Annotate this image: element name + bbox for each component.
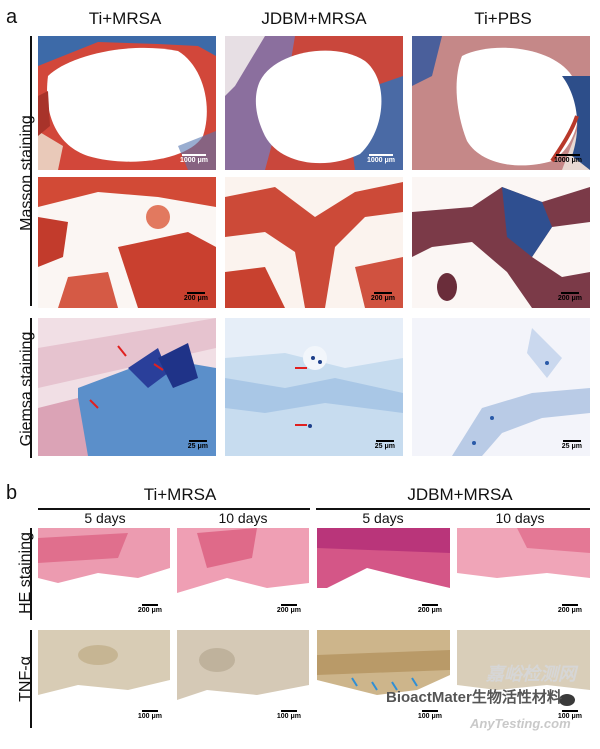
masson-row-label: Masson staining <box>18 115 35 231</box>
tnf-row-bar <box>30 630 32 728</box>
timepoint-label: 5 days <box>84 510 126 526</box>
giemsa-ti-mrsa-image: 25 μm <box>38 318 216 456</box>
giemsa-row-bar <box>30 318 32 458</box>
scale-bar: 25 μm <box>562 440 582 450</box>
watermark-account: BioactMater生物活性材料 <box>386 689 562 706</box>
scale-bar: 200 μm <box>277 604 301 614</box>
giemsa-jdbm-mrsa-image: 25 μm <box>225 318 403 456</box>
watermark-site-cn: 嘉峪检测网 <box>486 664 576 684</box>
column-title-ti-mrsa: Ti+MRSA <box>88 9 162 28</box>
scale-bar: 200 μm <box>558 292 582 302</box>
he-row-bar <box>30 528 32 620</box>
tnf-ti-mrsa-10d-image: 100 μm <box>177 630 309 726</box>
he-ti-mrsa-5d-image: 200 μm <box>38 528 170 620</box>
masson-low-ti-mrsa-image: 1000 μm <box>38 36 216 170</box>
scale-bar: 100 μm <box>418 710 442 720</box>
he-jdbm-mrsa-10d-image: 200 μm <box>457 528 590 620</box>
giemsa-row-label: Giemsa staining <box>18 331 35 447</box>
watermark-site-en: AnyTesting.com <box>470 716 571 731</box>
panel-b-letter: b <box>6 482 18 504</box>
he-jdbm-mrsa-5d-image: 200 μm <box>317 528 450 620</box>
scale-bar: 200 μm <box>138 604 162 614</box>
scale-bar: 200 μm <box>371 292 395 302</box>
masson-row-bar <box>30 36 32 306</box>
watermark: BioactMater生物活性材料 <box>386 686 596 707</box>
timepoint-label: 10 days <box>495 510 545 526</box>
group-divider-jdbm <box>316 508 590 510</box>
scale-bar: 100 μm <box>277 710 301 720</box>
group-divider-ti <box>38 508 310 510</box>
scale-bar: 100 μm <box>558 710 582 720</box>
tnf-row-label: TNF-α <box>17 656 34 702</box>
tnf-ti-mrsa-5d-image: 100 μm <box>38 630 170 726</box>
tnf-jdbm-mrsa-5d-image: 100 μm <box>317 630 450 726</box>
group-title-jdbm-mrsa: JDBM+MRSA <box>407 485 513 504</box>
scale-bar: 200 μm <box>558 604 582 614</box>
masson-low-ti-pbs-image: 1000 μm <box>412 36 590 170</box>
scale-bar: 1000 μm <box>367 154 395 164</box>
scale-bar: 200 μm <box>418 604 442 614</box>
tnf-jdbm-mrsa-10d-image: 100 μm <box>457 630 590 726</box>
timepoint-label: 10 days <box>218 510 268 526</box>
scale-bar: 25 μm <box>188 440 208 450</box>
scale-bar: 200 μm <box>184 292 208 302</box>
column-title-ti-pbs: Ti+PBS <box>474 9 532 28</box>
scale-bar: 1000 μm <box>554 154 582 164</box>
masson-high-ti-pbs-image: 200 μm <box>412 177 590 308</box>
column-title-jdbm-mrsa: JDBM+MRSA <box>261 9 367 28</box>
panel-a-letter: a <box>6 6 18 28</box>
masson-high-ti-mrsa-image: 200 μm <box>38 177 216 308</box>
timepoint-label: 5 days <box>362 510 404 526</box>
giemsa-ti-pbs-image: 25 μm <box>412 318 590 456</box>
scale-bar: 100 μm <box>138 710 162 720</box>
masson-high-jdbm-mrsa-image: 200 μm <box>225 177 403 308</box>
he-ti-mrsa-10d-image: 200 μm <box>177 528 309 620</box>
masson-low-jdbm-mrsa-image: 1000 μm <box>225 36 403 170</box>
scale-bar: 25 μm <box>375 440 395 450</box>
scale-bar: 1000 μm <box>180 154 208 164</box>
group-title-ti-mrsa: Ti+MRSA <box>143 485 217 504</box>
